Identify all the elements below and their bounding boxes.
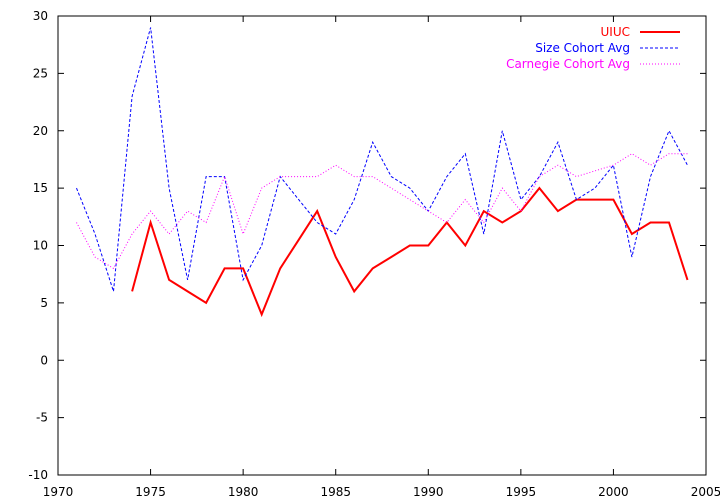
y-tick-label: 15 <box>33 181 48 195</box>
y-tick-label: 0 <box>40 353 48 367</box>
y-tick-label: 25 <box>33 66 48 80</box>
x-tick-label: 2000 <box>598 485 629 499</box>
legend-label: UIUC <box>601 25 630 39</box>
y-tick-label: 20 <box>33 124 48 138</box>
series-line-2 <box>76 27 688 292</box>
y-tick-label: 10 <box>33 239 48 253</box>
x-tick-label: 1970 <box>43 485 74 499</box>
series-line-3 <box>76 153 688 270</box>
axis-ticks <box>57 15 707 476</box>
plot-frame <box>57 15 707 476</box>
x-tick-label: 1975 <box>135 485 166 499</box>
y-tick-label: -10 <box>28 468 48 482</box>
y-tick-label: 30 <box>33 9 48 23</box>
series-line-1 <box>131 186 689 318</box>
legend: UIUC Size Cohort Avg Carnegie Cohort Avg <box>506 25 680 71</box>
series-layer <box>76 27 689 318</box>
y-tick-label: 5 <box>40 296 48 310</box>
x-tick-label: 1995 <box>506 485 537 499</box>
x-tick-label: 1980 <box>228 485 259 499</box>
legend-label: Size Cohort Avg <box>535 41 630 55</box>
axis-tick-labels: 1970 1975 1980 1985 1990 1995 2000 2005 -10 -5 0 5 1… <box>28 9 720 499</box>
x-tick-label: 1990 <box>413 485 444 499</box>
x-tick-label: 2005 <box>691 485 720 499</box>
x-tick-label: 1985 <box>320 485 351 499</box>
y-tick-label: -5 <box>36 411 48 425</box>
legend-label: Carnegie Cohort Avg <box>506 57 630 71</box>
